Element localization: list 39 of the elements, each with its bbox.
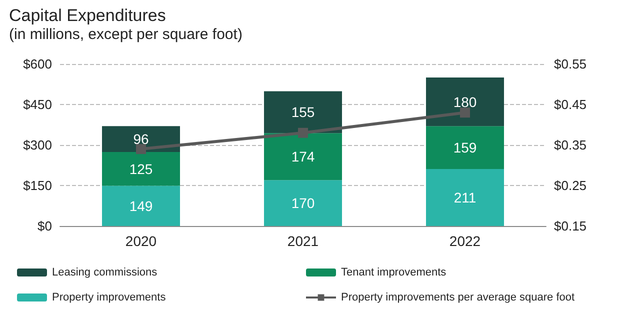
data-label: 180 [453, 94, 477, 110]
data-label: 170 [291, 195, 315, 212]
data-label: 149 [129, 198, 153, 214]
legend-label: Tenant improvements [341, 266, 447, 278]
bar [426, 169, 504, 226]
chart-title: Capital Expenditures [9, 6, 166, 25]
x-tick-label: 2020 [125, 233, 157, 249]
legend-label: Property improvements [52, 292, 166, 304]
data-label: 211 [454, 190, 476, 206]
data-label: 125 [129, 160, 153, 177]
data-label: 96 [133, 131, 149, 148]
chart-subtitle: (in millions, except per square foot) [9, 26, 242, 43]
y2-tick-label: $0.45 [554, 97, 587, 112]
y2-tick-label: $0.35 [554, 138, 587, 152]
x-tick-label: 2021 [287, 233, 319, 249]
point [298, 128, 308, 138]
data-label: 155 [291, 104, 315, 120]
bar [426, 78, 504, 126]
bar [426, 126, 504, 170]
y2-tick-label: $0.15 [554, 218, 587, 234]
bar [264, 133, 342, 180]
y-tick-label: $450 [23, 97, 52, 112]
bar [264, 91, 342, 134]
x-tick-label: 2022 [449, 233, 481, 249]
legend-label: Property improvements per average square foot [341, 292, 575, 304]
point [136, 144, 146, 154]
y-tick-label: $0 [38, 218, 52, 234]
data-label: 159 [453, 140, 477, 156]
legend-label: Leasing commissions [52, 266, 158, 278]
point [460, 108, 470, 118]
y-tick-label: $150 [23, 178, 52, 193]
data-label: 174 [291, 148, 315, 165]
bar [102, 152, 180, 186]
y2-tick-label: $0.25 [554, 178, 587, 193]
y-tick-label: $300 [23, 138, 52, 152]
bar [102, 186, 180, 226]
y2-tick-label: $0.55 [554, 56, 587, 72]
y-tick-label: $600 [23, 56, 52, 72]
bar [264, 180, 342, 226]
